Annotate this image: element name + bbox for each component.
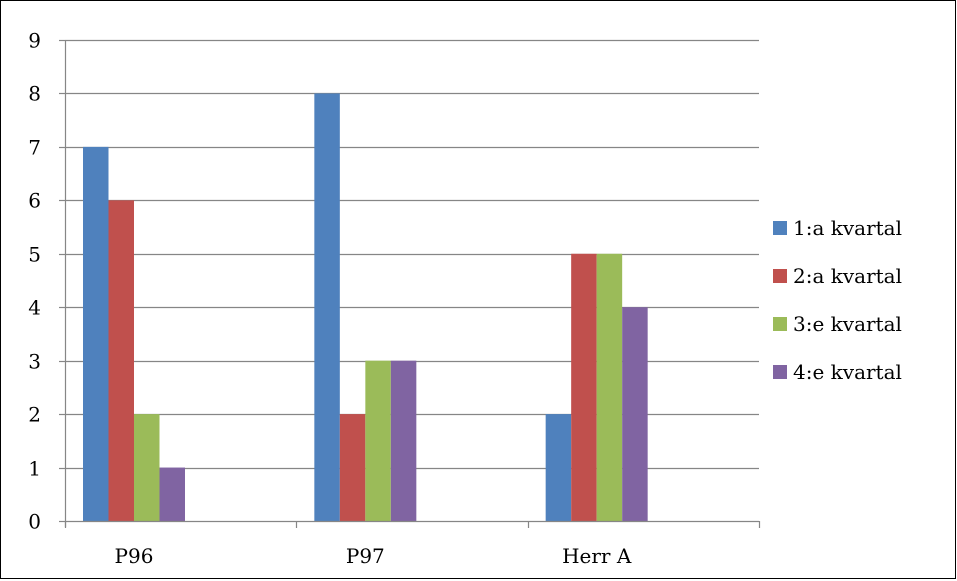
bar	[365, 360, 391, 521]
bars	[83, 93, 648, 522]
y-tick-label: 1	[28, 457, 41, 481]
y-tick-label: 3	[28, 350, 41, 374]
bar	[622, 307, 648, 521]
y-tick-label: 7	[28, 136, 41, 160]
bar	[571, 253, 597, 521]
x-tick-label: P96	[115, 544, 154, 568]
bar	[596, 253, 623, 521]
y-tick-label: 2	[28, 403, 41, 427]
bar	[545, 414, 572, 521]
legend-label: 3:e kvartal	[793, 312, 902, 336]
y-tick-label: 5	[28, 243, 41, 267]
legend-label: 4:e kvartal	[793, 360, 902, 384]
y-tick-label: 0	[28, 510, 41, 534]
bar	[83, 146, 109, 521]
y-tick-label: 4	[28, 296, 41, 320]
legend-swatch	[773, 317, 787, 331]
y-tick-label: 8	[28, 82, 41, 106]
bar	[108, 200, 134, 522]
y-tick-label: 6	[28, 189, 41, 213]
axes: 0 1 2 3 4 5 6 7 8 9 P96 P97 Herr A	[28, 29, 761, 568]
legend: 1:a kvartal 2:a kvartal 3:e kvartal 4:e kva…	[773, 216, 902, 384]
legend-label: 1:a kvartal	[793, 216, 902, 240]
bar	[390, 360, 417, 521]
legend-label: 2:a kvartal	[793, 264, 902, 288]
bar	[134, 414, 160, 521]
gridlines	[65, 39, 759, 470]
legend-swatch	[773, 365, 787, 379]
x-tick-label: Herr A	[562, 544, 632, 568]
bar	[314, 93, 340, 521]
x-tick-label: P97	[346, 544, 385, 568]
bar	[159, 467, 185, 521]
y-tick-label: 9	[28, 29, 41, 53]
legend-swatch	[773, 221, 787, 235]
bar	[339, 414, 366, 521]
legend-swatch	[773, 269, 787, 283]
